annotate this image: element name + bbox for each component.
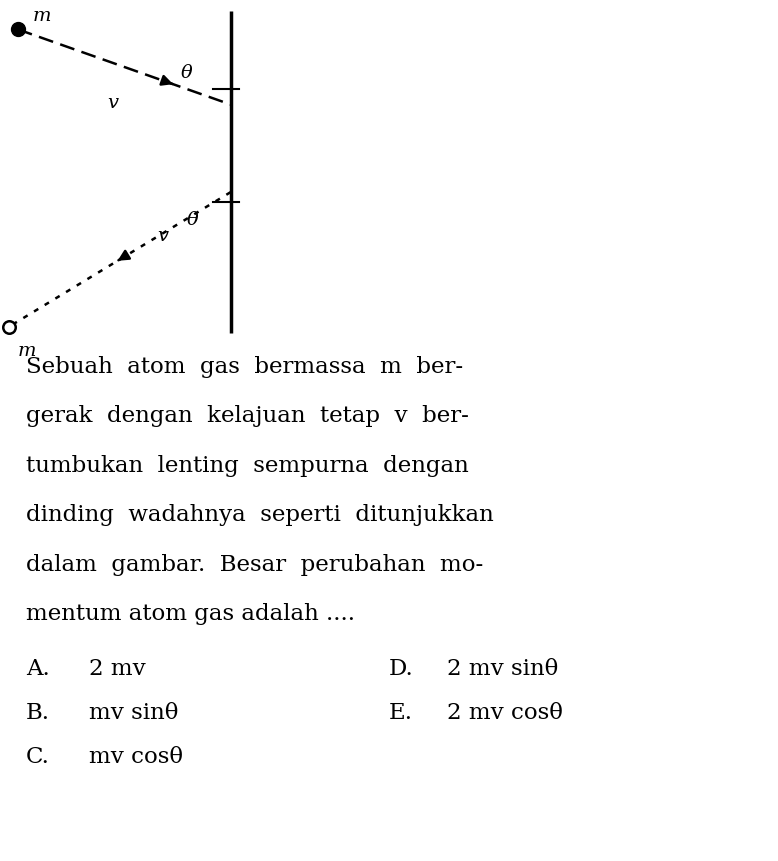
- Text: dalam  gambar.  Besar  perubahan  mo-: dalam gambar. Besar perubahan mo-: [26, 554, 483, 576]
- Text: gerak  dengan  kelajuan  tetap  v  ber-: gerak dengan kelajuan tetap v ber-: [26, 406, 468, 427]
- Text: mv cosθ: mv cosθ: [89, 746, 184, 768]
- Text: 2 mv sinθ: 2 mv sinθ: [447, 658, 559, 680]
- Text: m: m: [33, 7, 51, 25]
- Text: θ: θ: [180, 65, 192, 82]
- Text: 2 mv: 2 mv: [89, 658, 146, 680]
- Text: C.: C.: [26, 746, 50, 768]
- Text: D.: D.: [389, 658, 414, 680]
- Text: A.: A.: [26, 658, 50, 680]
- Text: mentum atom gas adalah ....: mentum atom gas adalah ....: [26, 604, 355, 625]
- Text: v: v: [107, 94, 119, 112]
- Text: m: m: [18, 343, 37, 361]
- Text: tumbukan  lenting  sempurna  dengan: tumbukan lenting sempurna dengan: [26, 455, 468, 477]
- Text: θ: θ: [186, 211, 198, 229]
- Text: 2 mv cosθ: 2 mv cosθ: [447, 702, 563, 724]
- Text: E.: E.: [389, 702, 413, 724]
- Text: mv sinθ: mv sinθ: [89, 702, 179, 724]
- Text: dinding  wadahnya  seperti  ditunjukkan: dinding wadahnya seperti ditunjukkan: [26, 505, 493, 526]
- Text: B.: B.: [26, 702, 50, 724]
- Text: Sebuah  atom  gas  bermassa  m  ber-: Sebuah atom gas bermassa m ber-: [26, 356, 463, 378]
- Text: v: v: [157, 226, 168, 245]
